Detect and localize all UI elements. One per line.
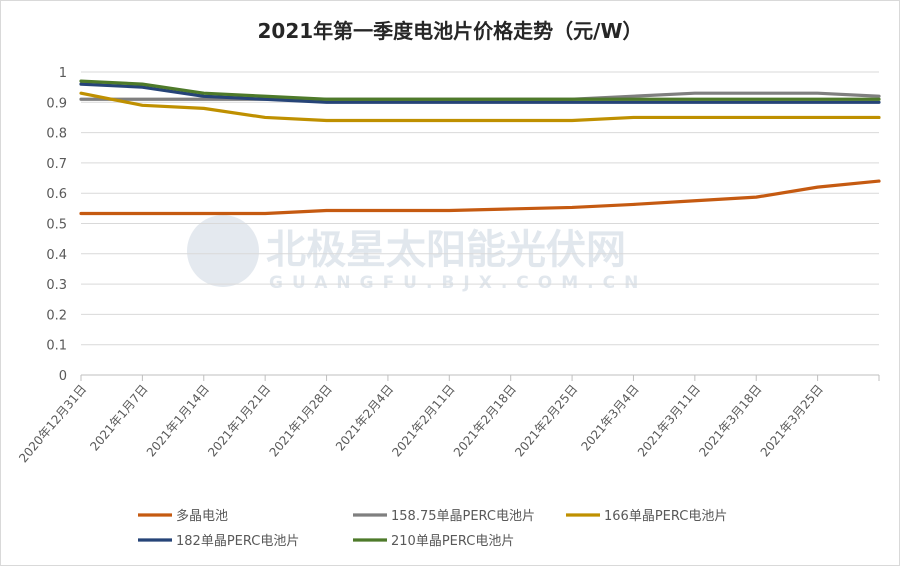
y-tick-label: 0.7 — [46, 157, 67, 172]
legend-label: 多晶电池 — [176, 508, 228, 524]
legend-item: 158.75单晶PERC电池片 — [353, 509, 535, 524]
chart-title: 2021年第一季度电池片价格走势（元/W） — [257, 19, 643, 43]
watermark-text-cn: 北极星太阳能光伏网 — [266, 227, 626, 273]
x-tick-label: 2021年3月18日 — [696, 382, 764, 460]
series-0 — [79, 179, 881, 216]
y-tick-label: 0.9 — [46, 96, 67, 111]
series-line — [79, 179, 881, 216]
y-tick-label: 0.5 — [46, 218, 67, 233]
x-tick-label: 2021年2月18日 — [451, 382, 519, 460]
legend-item: 182单晶PERC电池片 — [138, 534, 299, 549]
legend-label: 182单晶PERC电池片 — [176, 534, 299, 549]
series-4 — [79, 79, 881, 101]
legend-label: 166单晶PERC电池片 — [604, 509, 727, 524]
x-tick-label: 2021年3月25日 — [758, 382, 826, 460]
x-tick-label: 2021年1月21日 — [205, 382, 273, 460]
series-line — [79, 79, 881, 101]
x-tick-label: 2021年2月4日 — [333, 382, 396, 454]
x-tick-label: 2021年2月25日 — [512, 382, 580, 460]
legend-label: 210单晶PERC电池片 — [391, 534, 514, 549]
legend-label: 158.75单晶PERC电池片 — [391, 509, 535, 524]
y-tick-label: 0.2 — [46, 308, 67, 323]
x-tick-label: 2021年1月28日 — [267, 382, 335, 460]
watermark-star-icon — [187, 215, 259, 287]
y-tick-label: 0.1 — [46, 339, 67, 354]
x-tick-label: 2021年1月7日 — [87, 382, 150, 454]
series-2 — [79, 91, 881, 123]
x-tick-label: 2021年1月14日 — [144, 382, 212, 460]
y-tick-label: 0.8 — [46, 127, 67, 142]
y-tick-label: 0.3 — [46, 278, 67, 293]
y-tick-label: 0.6 — [46, 187, 67, 202]
legend-item: 210单晶PERC电池片 — [353, 534, 514, 549]
series-line — [79, 91, 881, 123]
y-tick-label: 0 — [59, 369, 67, 384]
y-tick-label: 1 — [59, 66, 67, 81]
series-line — [79, 82, 881, 104]
series-3 — [79, 82, 881, 104]
x-tick-label: 2020年12月31日 — [16, 382, 89, 465]
x-tick-label: 2021年3月11日 — [635, 382, 703, 460]
x-tick-label: 2021年2月11日 — [389, 382, 457, 460]
y-tick-label: 0.4 — [46, 248, 67, 263]
watermark-text-en: GUANGFU.BJX.COM.CN — [269, 273, 647, 293]
legend-item: 多晶电池 — [138, 508, 228, 524]
legend-item: 166单晶PERC电池片 — [566, 509, 727, 524]
x-tick-label: 2021年3月4日 — [578, 382, 641, 454]
